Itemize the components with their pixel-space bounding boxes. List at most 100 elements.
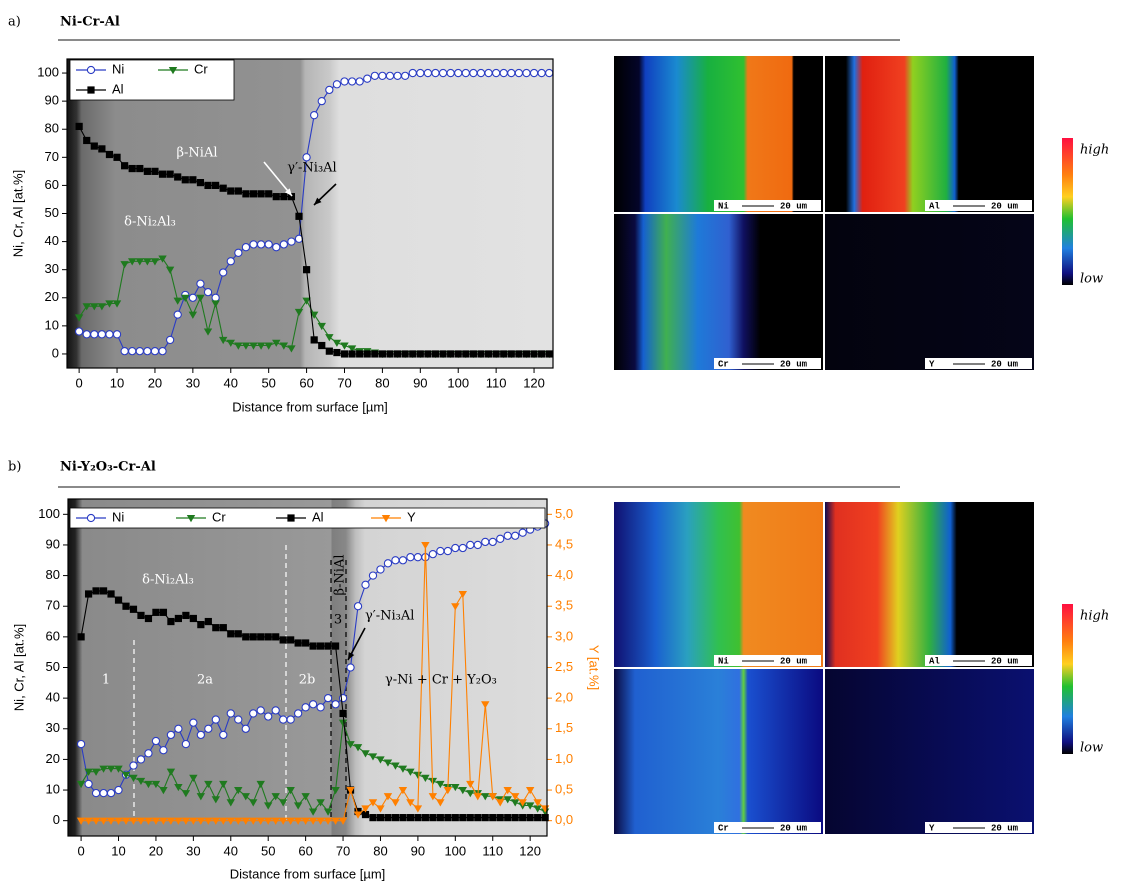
marker <box>99 587 108 595</box>
marker <box>99 765 108 773</box>
marker <box>256 342 266 350</box>
marker <box>90 142 98 150</box>
marker <box>204 724 213 733</box>
y2-tick-label: 4,5 <box>555 536 573 551</box>
marker <box>332 80 342 89</box>
marker <box>391 814 400 822</box>
marker <box>249 817 258 825</box>
marker <box>391 556 400 565</box>
marker <box>385 71 395 81</box>
y-axis-label: Ni, Cr, Al [at.%] <box>11 624 26 711</box>
marker <box>325 85 334 95</box>
marker <box>106 817 116 825</box>
marker <box>76 739 86 749</box>
marker <box>401 71 410 81</box>
marker <box>114 596 123 604</box>
element-map <box>825 502 1034 667</box>
marker <box>476 68 486 78</box>
marker <box>340 77 349 86</box>
marker <box>249 190 258 198</box>
marker <box>488 793 497 801</box>
marker <box>537 68 546 78</box>
marker <box>120 346 129 356</box>
marker <box>272 243 281 252</box>
marker <box>211 293 220 302</box>
marker <box>316 703 325 712</box>
marker <box>492 350 500 358</box>
x-tick-label: 30 <box>186 843 200 858</box>
element-map <box>825 669 1034 834</box>
marker <box>301 793 310 801</box>
marker <box>91 788 101 798</box>
marker <box>181 176 189 184</box>
marker <box>503 531 512 540</box>
arrow-head <box>314 197 322 205</box>
marker <box>174 817 183 825</box>
x-tick-label: 60 <box>299 375 313 390</box>
marker <box>310 336 318 344</box>
marker <box>144 780 153 789</box>
marker <box>466 540 475 550</box>
marker <box>436 799 445 807</box>
x-tick-label: 10 <box>111 843 125 858</box>
marker <box>376 805 385 813</box>
marker <box>114 765 123 773</box>
marker <box>317 96 326 106</box>
element-map <box>614 56 823 212</box>
marker <box>264 633 272 641</box>
marker <box>444 814 452 822</box>
marker <box>443 787 453 795</box>
annotation: β-NiAl <box>333 555 348 596</box>
marker <box>515 350 523 358</box>
marker <box>353 811 363 819</box>
marker <box>189 774 198 782</box>
marker <box>295 212 303 220</box>
marker <box>122 602 130 610</box>
marker <box>484 350 493 358</box>
annotation: γ′-Ni₃Al <box>287 161 336 176</box>
marker <box>332 339 342 347</box>
annotation: δ-Ni₂Al₃ <box>142 573 194 588</box>
marker <box>384 814 392 822</box>
marker <box>189 718 198 727</box>
marker <box>302 153 311 162</box>
marker <box>529 68 539 78</box>
marker <box>151 167 159 175</box>
x-tick-label: 110 <box>486 375 507 390</box>
marker <box>271 817 280 825</box>
marker <box>469 350 477 358</box>
marker <box>189 817 198 825</box>
legend-marker <box>87 86 95 94</box>
marker <box>121 771 131 779</box>
marker <box>249 709 258 718</box>
marker <box>166 817 176 825</box>
y2-tick-label: 1,5 <box>555 720 573 735</box>
marker <box>409 350 417 358</box>
marker <box>219 268 228 277</box>
marker <box>451 603 460 611</box>
marker <box>211 300 220 308</box>
marker <box>249 799 258 807</box>
marker <box>369 814 377 822</box>
marker <box>234 787 243 795</box>
marker <box>507 68 516 78</box>
marker <box>461 68 470 78</box>
marker <box>466 780 475 789</box>
marker <box>136 817 146 825</box>
element-map <box>614 669 823 834</box>
marker <box>383 559 393 568</box>
marker <box>106 788 116 798</box>
map-scale-label: 20 um <box>780 359 808 369</box>
marker <box>99 788 108 798</box>
marker <box>165 335 175 345</box>
marker <box>301 817 310 825</box>
y2-tick-label: 0,5 <box>555 781 573 796</box>
y2-tick-label: 1,0 <box>555 751 573 766</box>
x-tick-label: 60 <box>298 843 312 858</box>
y-tick-label: 0 <box>52 345 59 360</box>
marker <box>323 808 333 816</box>
marker <box>196 817 206 825</box>
marker <box>106 765 116 773</box>
marker <box>196 279 205 288</box>
map-scale-label: 20 um <box>991 359 1019 369</box>
